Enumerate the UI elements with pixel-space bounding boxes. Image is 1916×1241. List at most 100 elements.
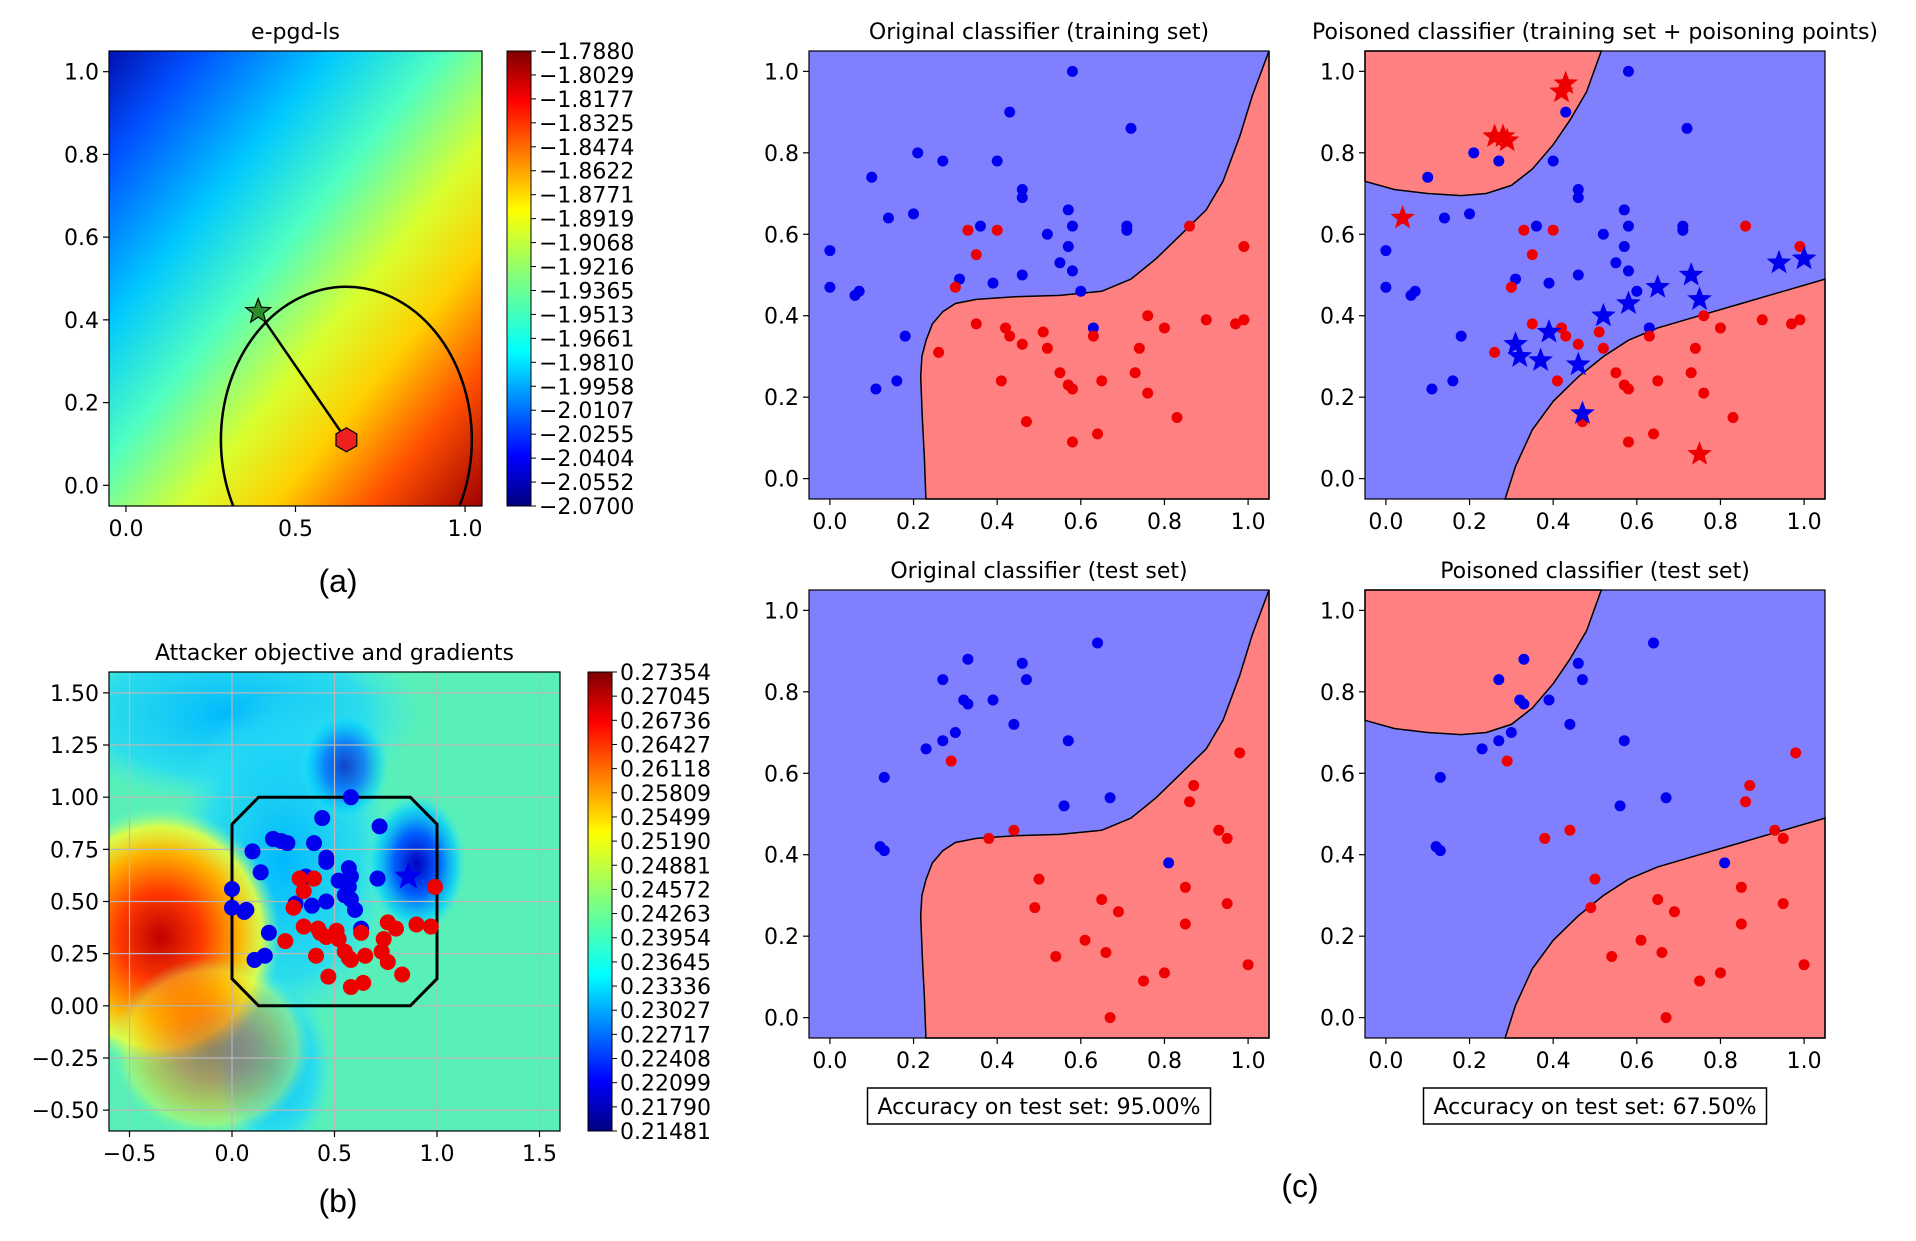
poison-star-blue [1565, 351, 1591, 376]
colorbar-tick-label: 0.22717 [620, 1023, 711, 1048]
blue-point [1493, 735, 1505, 747]
end-hexagon-marker [335, 427, 358, 453]
blue-point [912, 147, 924, 159]
colorbar-tick-label: −1.9068 [539, 232, 634, 257]
red-point [1668, 906, 1680, 918]
x-tick-label: 0.8 [1703, 1049, 1738, 1074]
colorbar-tick-label: −1.8325 [539, 112, 634, 137]
blue-point [1062, 240, 1074, 252]
red-point [1735, 918, 1747, 930]
colorbar-tick-label: −1.8622 [539, 160, 634, 185]
blue-point [1719, 857, 1731, 869]
blue-point [340, 860, 357, 877]
y-tick-label: 1.00 [50, 786, 99, 811]
colorbar-tick-label: −2.0552 [539, 471, 634, 496]
poison-star-blue [1507, 343, 1533, 367]
red-point [1714, 967, 1726, 979]
blue-point [824, 281, 836, 293]
x-tick-label: 1.0 [420, 1142, 455, 1167]
red-point [295, 883, 312, 900]
x-tick-label: 0.2 [1452, 510, 1487, 535]
red-point [1004, 330, 1016, 342]
red-region [1364, 50, 1603, 197]
red-point [1744, 779, 1756, 791]
chart-title: e-pgd-ls [251, 20, 340, 45]
feasible-box [230, 795, 439, 1008]
y-tick-label: 0.6 [764, 762, 799, 787]
red-point [1171, 412, 1183, 424]
blue-point [1493, 155, 1505, 167]
red-point [1188, 779, 1200, 791]
red-point [1769, 824, 1781, 836]
colorbar-tick-label: −1.9513 [539, 303, 634, 328]
colorbar-tick-label: 0.24572 [620, 878, 711, 903]
red-point [1489, 346, 1501, 358]
red-point [1230, 318, 1242, 330]
red-point [1689, 342, 1701, 354]
colorbar-tick-label: −1.9216 [539, 256, 634, 281]
x-tick-label: −0.5 [103, 1142, 156, 1167]
blue-point [1062, 735, 1074, 747]
y-tick-label: 1.0 [1320, 599, 1355, 624]
x-tick-label: 1.0 [1231, 510, 1266, 535]
blue-point [1121, 220, 1133, 232]
red-point [1238, 240, 1250, 252]
blue-point [1066, 65, 1078, 77]
y-tick-label: 0.2 [764, 386, 799, 411]
colorbar-tick-label: 0.26118 [620, 758, 711, 783]
red-point [1735, 881, 1747, 893]
blue-point [1087, 322, 1099, 334]
blue-point [371, 818, 388, 835]
blue-point [1054, 257, 1066, 269]
red-point [983, 832, 995, 844]
blue-point [1518, 698, 1530, 710]
blue-point [1380, 245, 1392, 257]
blue-point [1020, 674, 1032, 686]
x-tick-label: 1.0 [1787, 1049, 1822, 1074]
colorbar-tick-label: −2.0700 [539, 495, 634, 520]
red-point [1740, 796, 1752, 808]
y-tick-label: 0.0 [764, 468, 799, 493]
classifier-panel: 0.0 0.2 0.4 0.6 0.8 1.0 0.0 0.2 0.4 0.6 0.8 1.0 Orig… [764, 20, 1270, 535]
blue-point [1560, 106, 1572, 118]
y-tick-label: 0.6 [64, 226, 99, 251]
accuracy-box [1422, 1087, 1768, 1125]
colorbar [587, 671, 613, 1132]
y-tick-label: 0.4 [64, 309, 99, 334]
red-point [1526, 249, 1538, 261]
y-tick-label: 1.0 [64, 61, 99, 86]
colorbar-tick-label: 0.23027 [620, 999, 711, 1024]
red-point [1572, 338, 1584, 350]
colorbar-tick-label: −2.0255 [539, 423, 634, 448]
red-point [1518, 224, 1530, 236]
x-tick-label: 1.0 [1787, 510, 1822, 535]
x-tick-label: 1.0 [448, 517, 483, 542]
blue-point [1677, 220, 1689, 232]
red-point [1714, 322, 1726, 334]
heatmap-overlay [219, 285, 474, 506]
blue-point [962, 653, 974, 665]
red-point [1142, 387, 1154, 399]
y-tick-label: 0.4 [764, 844, 799, 869]
red-point [1041, 342, 1053, 354]
red-point [1112, 906, 1124, 918]
poison-star-blue [1687, 286, 1712, 310]
constraint-circle [219, 285, 474, 506]
classifier-panel: 0.0 0.2 0.4 0.6 0.8 1.0 0.0 0.2 0.4 0.6 0.8 1.0 Pois… [1320, 559, 1826, 1125]
blue-point [866, 171, 878, 183]
heatmap-field [109, 51, 482, 506]
blue-point [318, 853, 335, 870]
red-point [1050, 951, 1062, 963]
blue-point [1075, 285, 1087, 297]
colorbar-tick-label: 0.24263 [620, 903, 711, 928]
colorbar-tick-label: −1.8029 [539, 64, 634, 89]
y-tick-label: 0.2 [764, 925, 799, 950]
red-point [1794, 314, 1806, 326]
red-point [1526, 318, 1538, 330]
red-point [1685, 367, 1697, 379]
blue-point [1008, 718, 1020, 730]
blue-point [1163, 857, 1175, 869]
y-tick-label: 0.6 [764, 223, 799, 248]
blue-point [987, 694, 999, 706]
accuracy-label: Accuracy on test set: 67.50% [1434, 1095, 1757, 1120]
